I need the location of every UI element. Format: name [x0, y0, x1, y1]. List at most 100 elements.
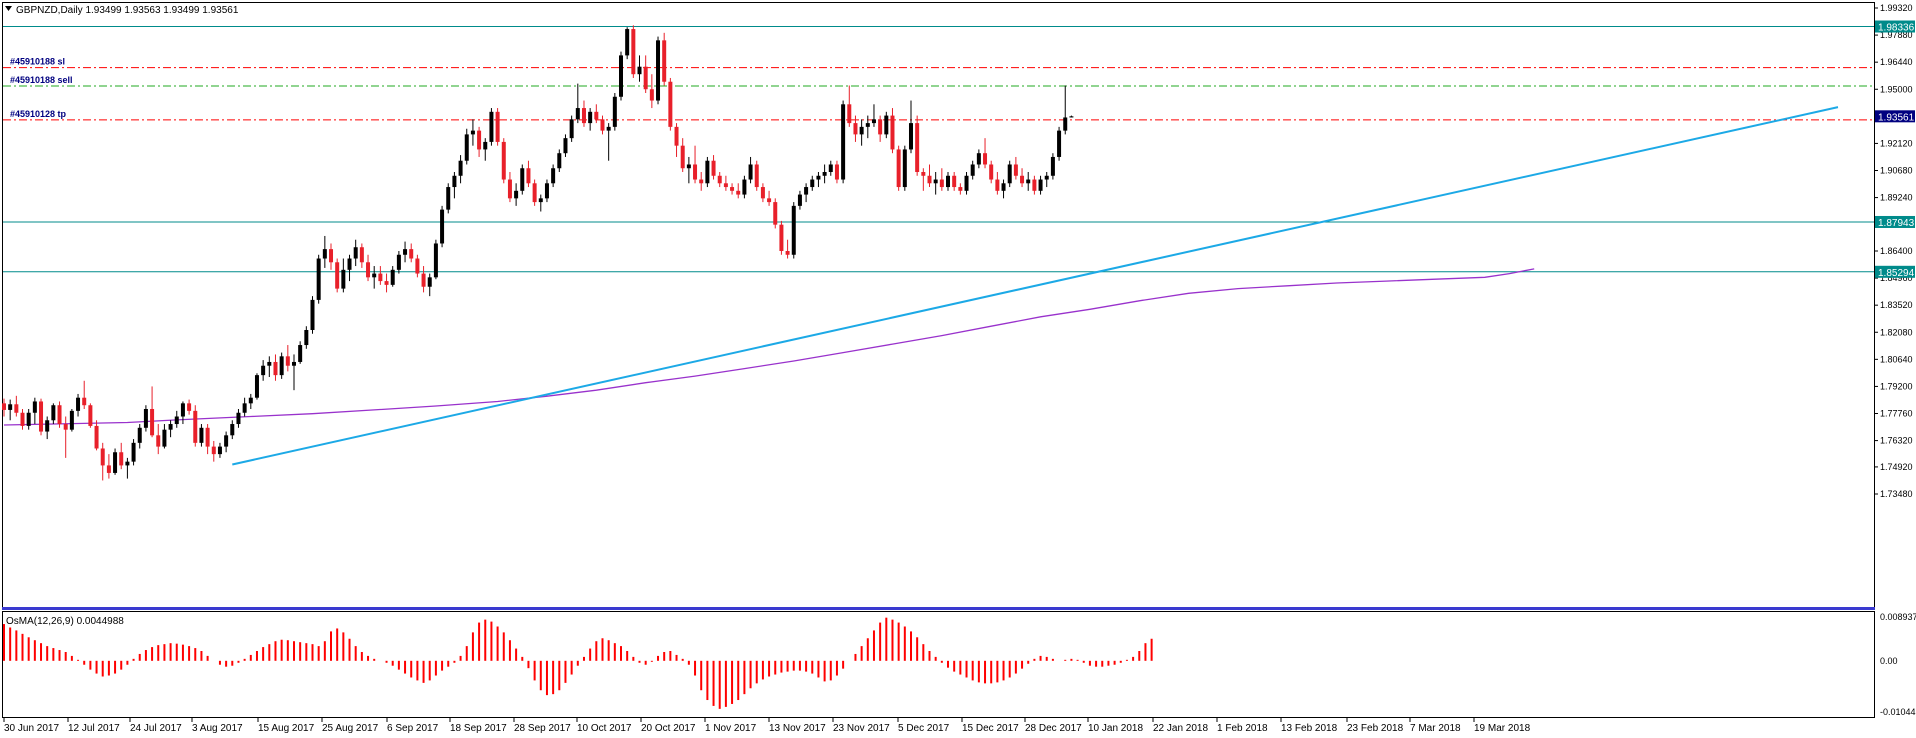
trendline[interactable]: [232, 106, 1839, 466]
candle: [51, 403, 56, 425]
candle: [693, 145, 698, 184]
candle-body: [748, 164, 753, 180]
candle-body: [711, 160, 716, 176]
price-tag-label: 1.98336: [1878, 23, 1915, 34]
candle-body: [612, 96, 617, 127]
trendline-group: [232, 106, 1839, 466]
x-tick-label: 1 Nov 2017: [705, 723, 757, 734]
candle-body: [594, 111, 599, 120]
candle: [791, 202, 796, 259]
candle: [273, 354, 278, 381]
chart-title[interactable]: GBPNZD,Daily 1.93499 1.93563 1.93499 1.9…: [5, 5, 239, 16]
y-tick-label: 1.76320: [1880, 436, 1913, 446]
candle-body: [970, 164, 975, 176]
candle-body: [125, 461, 130, 466]
candle: [970, 160, 975, 180]
candle: [187, 399, 192, 415]
candle: [347, 254, 352, 282]
candle: [57, 401, 62, 428]
candle-body: [205, 427, 210, 447]
x-tick-label: 10 Oct 2017: [577, 723, 632, 734]
candle: [958, 183, 963, 195]
candle: [526, 160, 531, 188]
candle: [569, 115, 574, 142]
moving-average: [3, 268, 1535, 426]
candle: [82, 380, 87, 409]
candle: [26, 408, 31, 430]
candle-body: [82, 397, 87, 406]
candle: [322, 235, 327, 268]
y-tick-label: 1.73480: [1880, 489, 1913, 499]
candle: [211, 440, 216, 462]
candle-body: [514, 190, 519, 199]
candle-body: [736, 190, 741, 195]
candle-body: [119, 452, 124, 466]
price-tag-label: 1.93561: [1878, 112, 1915, 123]
candle-body: [458, 160, 463, 176]
candle-body: [662, 40, 667, 82]
x-tick-label: 15 Dec 2017: [962, 723, 1019, 734]
candle: [1001, 179, 1006, 199]
candle-body: [1044, 175, 1049, 180]
candle-body: [742, 179, 747, 195]
candle: [810, 175, 815, 191]
candle: [779, 220, 784, 255]
candle: [649, 74, 654, 109]
y-tick-label: 1.92120: [1880, 138, 1913, 148]
candle-body: [631, 29, 636, 75]
candle-body: [915, 123, 920, 173]
candle-body: [865, 123, 870, 127]
candle: [662, 32, 667, 86]
x-tick-label: 28 Sep 2017: [514, 723, 571, 734]
osma-tick-label: 0.008937: [1880, 612, 1916, 622]
candle-body: [520, 168, 525, 191]
candle: [390, 266, 395, 287]
candle-body: [853, 123, 858, 135]
main-plot-frame: [2, 2, 1875, 608]
candle-body: [156, 435, 161, 447]
candle: [952, 172, 957, 191]
candle-body: [366, 262, 371, 278]
candle-body: [267, 361, 272, 366]
candle: [14, 395, 19, 417]
x-tick-label: 23 Feb 2018: [1347, 723, 1404, 734]
candle-body: [600, 119, 605, 131]
candle: [396, 251, 401, 274]
candle: [890, 108, 895, 154]
candle: [150, 386, 155, 438]
candle: [125, 457, 130, 479]
candle-body: [896, 149, 901, 188]
y-tick-label: 1.97880: [1880, 30, 1913, 40]
y-tick-label: 1.84960: [1880, 273, 1913, 283]
candle-body: [569, 119, 574, 139]
candle-body: [699, 179, 704, 184]
candle: [440, 205, 445, 248]
osma-tick-label: -0.010441: [1880, 707, 1916, 717]
candle-body: [446, 187, 451, 210]
candle-body: [100, 448, 105, 466]
time-axis: 30 Jun 2017 12 Jul 2017 24 Jul 2017 3 Aug 2…: [3, 718, 1531, 734]
candle: [915, 115, 920, 176]
candle-body: [341, 269, 346, 289]
candle-body: [310, 299, 315, 330]
triangle-down-icon[interactable]: [5, 6, 12, 11]
candle: [575, 83, 580, 124]
x-tick-label: 24 Jul 2017: [130, 723, 182, 734]
candle-body: [329, 249, 334, 263]
candle-body: [723, 183, 728, 188]
candle: [995, 172, 1000, 195]
candle: [785, 239, 790, 259]
candle: [816, 172, 821, 188]
candle-body: [384, 281, 389, 285]
candle-body: [236, 412, 241, 425]
candle: [834, 160, 839, 184]
candle-body: [174, 416, 179, 425]
candle: [612, 93, 617, 131]
y-tick-label: 1.83520: [1880, 300, 1913, 310]
osma-tick-label: 0.00: [1880, 656, 1898, 666]
candle-body: [1026, 179, 1031, 184]
candle-body: [162, 429, 167, 447]
candle-body: [193, 410, 198, 443]
candle-body: [964, 175, 969, 191]
candle: [532, 179, 537, 206]
